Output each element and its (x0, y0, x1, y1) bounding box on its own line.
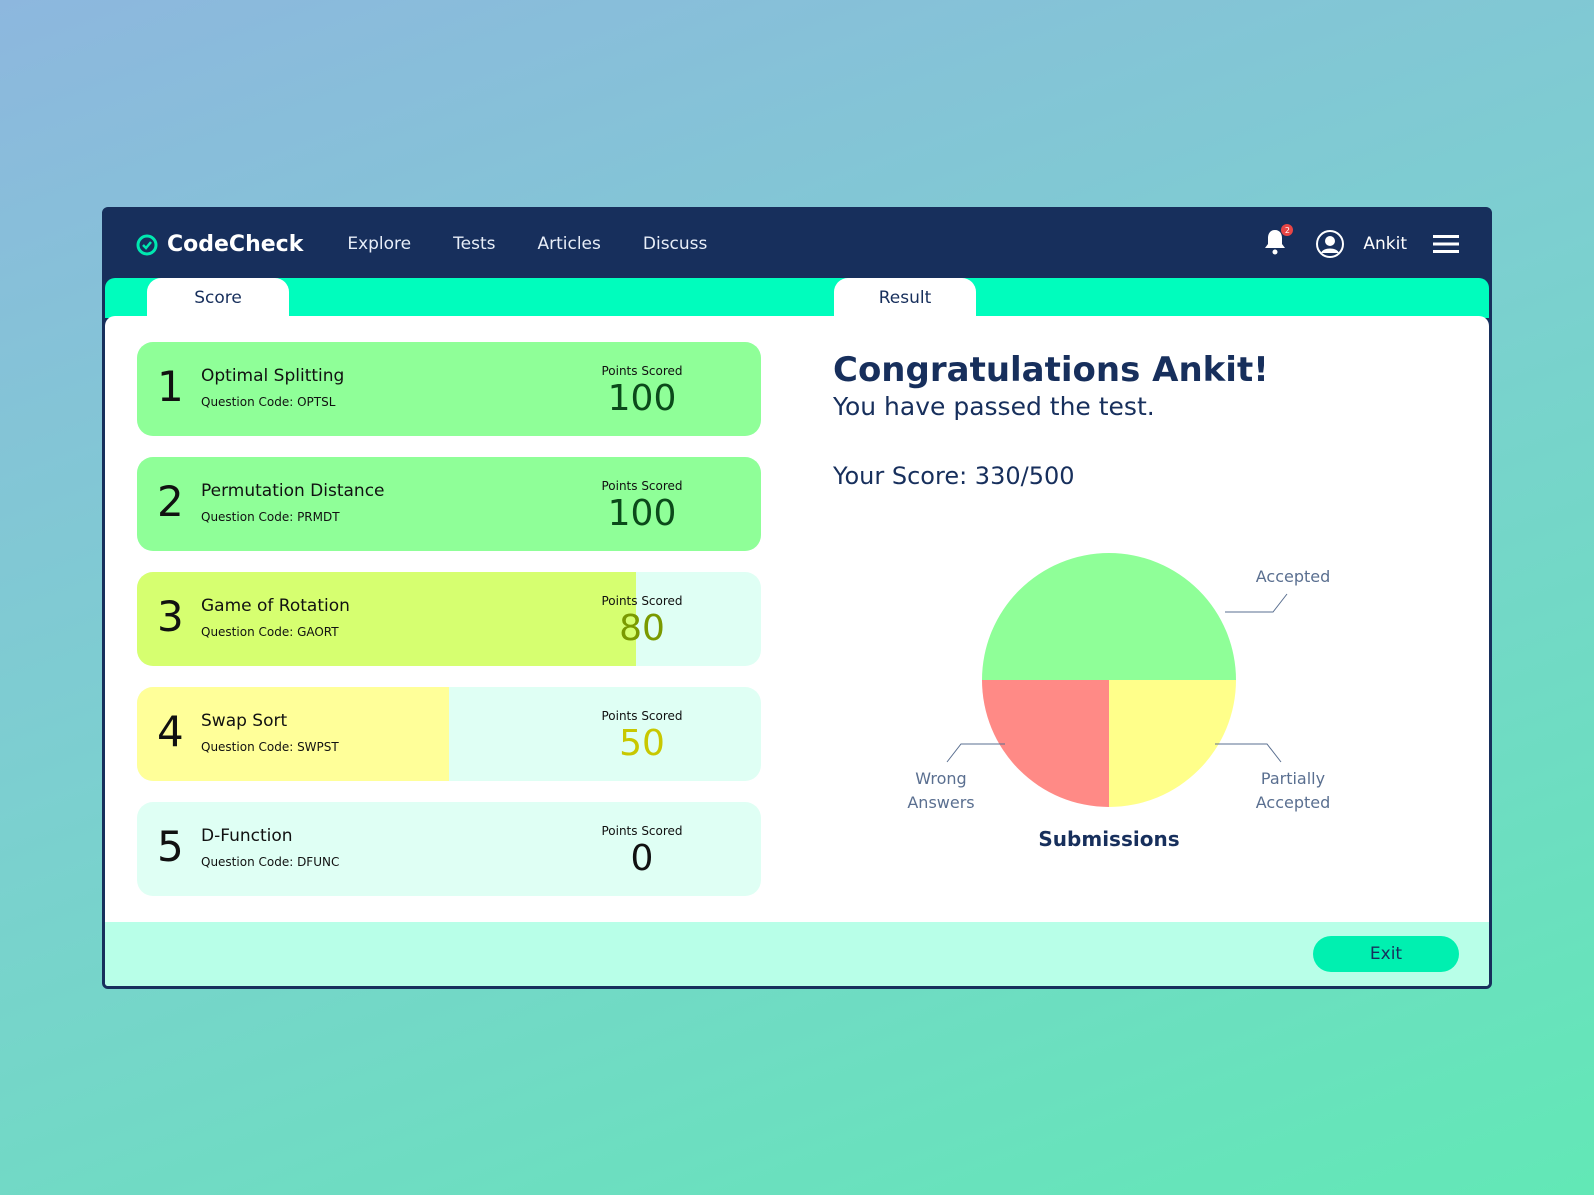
question-title: Optimal Splitting (201, 366, 345, 386)
submissions-pie-chart: Accepted Partially Accepted Wrong Answers Sub… (907, 553, 1331, 851)
chart-label: Wrong (915, 769, 966, 788)
congrats-heading: Congratulations Ankit! (833, 350, 1269, 390)
chart-label: Accepted (1256, 567, 1331, 586)
pie-slice-accepted (982, 553, 1236, 680)
pie-slice-wrong-answers (982, 680, 1109, 807)
points-label: Points Scored (601, 824, 683, 838)
nav-discuss[interactable]: Discuss (642, 234, 708, 254)
question-code: Question Code: GAORT (201, 625, 339, 639)
question-code: Question Code: OPTSL (201, 395, 336, 409)
nav-articles[interactable]: Articles (537, 234, 601, 254)
bell-icon (1265, 230, 1286, 255)
points-value: 0 (630, 838, 654, 879)
navbar: CodeCheck Explore Tests Articles Discuss… (105, 210, 1489, 278)
question-title: D-Function (201, 826, 293, 846)
brand-name: CodeCheck (167, 231, 304, 257)
points-label: Points Scored (601, 364, 683, 378)
question-number: 4 (157, 707, 184, 756)
app-window: CodeCheck Explore Tests Articles Discuss… (102, 207, 1492, 989)
question-number: 3 (157, 592, 184, 641)
score-fill (137, 687, 449, 781)
tab-result[interactable]: Result (834, 278, 976, 318)
question-title: Permutation Distance (201, 481, 385, 501)
points-label: Points Scored (601, 479, 683, 493)
leader-line (946, 743, 1005, 763)
footer-bar: Exit (105, 922, 1489, 986)
score-fill (137, 457, 761, 551)
score-fill (137, 342, 761, 436)
points-label: Points Scored (601, 709, 683, 723)
user-name[interactable]: Ankit (1363, 234, 1407, 254)
question-card[interactable]: 1 Optimal Splitting Question Code: OPTSL… (137, 342, 761, 436)
total-score: Your Score: 330/500 (833, 462, 1075, 490)
nav-tests[interactable]: Tests (453, 234, 496, 254)
chart-label: Submissions (1038, 827, 1179, 851)
points-value: 80 (619, 608, 665, 649)
main-panel: 1 Optimal Splitting Question Code: OPTSL… (105, 316, 1489, 986)
notification-badge: 2 (1281, 224, 1294, 236)
question-code: Question Code: PRMDT (201, 510, 340, 524)
user-avatar-icon[interactable] (1315, 229, 1345, 259)
question-number: 2 (157, 477, 184, 526)
score-fill (137, 572, 637, 666)
leader-line (1215, 743, 1282, 763)
chart-label: Accepted (1256, 793, 1331, 812)
question-number: 5 (157, 822, 184, 871)
check-clock-icon (136, 234, 158, 256)
points-value: 100 (607, 493, 677, 534)
chart-label: Partially (1261, 769, 1325, 788)
question-number: 1 (157, 362, 184, 411)
points-value: 50 (619, 723, 665, 764)
nav-explore[interactable]: Explore (347, 234, 412, 254)
pie-slice-partially-accepted (1109, 680, 1236, 807)
logo[interactable]: CodeCheck (135, 232, 303, 257)
hamburger-menu-icon[interactable] (1433, 234, 1459, 254)
notifications-button[interactable]: 2 (1263, 224, 1294, 260)
points-value: 100 (607, 378, 677, 419)
question-card[interactable]: 3 Game of Rotation Question Code: GAORT … (137, 572, 761, 666)
chart-label: Answers (907, 793, 974, 812)
question-code: Question Code: DFUNC (201, 855, 340, 869)
pass-message: You have passed the test. (833, 392, 1155, 421)
question-code: Question Code: SWPST (201, 740, 339, 754)
question-card[interactable]: 2 Permutation Distance Question Code: PR… (137, 457, 761, 551)
points-label: Points Scored (601, 594, 683, 608)
leader-line (1225, 593, 1288, 613)
question-title: Swap Sort (201, 711, 288, 731)
question-title: Game of Rotation (201, 596, 350, 616)
question-card[interactable]: 4 Swap Sort Question Code: SWPST Points … (137, 687, 761, 781)
tab-score[interactable]: Score (147, 278, 289, 318)
question-card[interactable]: 5 D-Function Question Code: DFUNC Points… (137, 802, 761, 896)
exit-button[interactable]: Exit (1313, 936, 1459, 972)
tab-bar (105, 278, 1489, 318)
